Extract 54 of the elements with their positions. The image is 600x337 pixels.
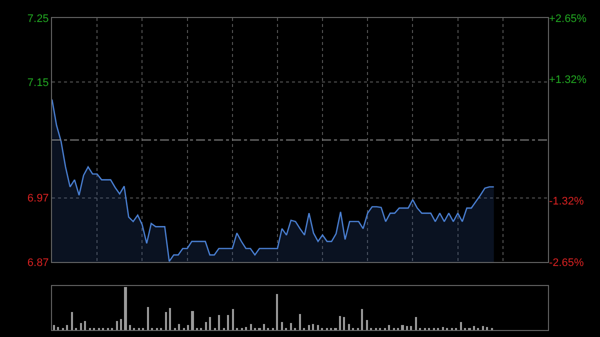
bar — [218, 315, 220, 330]
bar — [406, 326, 408, 330]
bar — [410, 326, 412, 330]
bar — [388, 325, 390, 330]
bar — [232, 309, 234, 330]
bar — [209, 317, 212, 330]
bar — [120, 319, 122, 330]
bar — [165, 312, 168, 330]
y2-tick-label: -1.32% — [548, 196, 584, 208]
bar — [53, 325, 56, 330]
bar — [482, 326, 484, 330]
bar — [245, 327, 248, 330]
bar — [339, 316, 342, 330]
bar — [348, 324, 350, 330]
y2-tick-label: +1.32% — [548, 74, 587, 86]
bar — [178, 324, 180, 330]
bar — [124, 287, 128, 330]
bar — [66, 325, 68, 330]
bar — [460, 322, 462, 330]
y-tick-label: 7.25 — [27, 12, 49, 25]
bar — [343, 317, 346, 330]
bar — [486, 327, 488, 330]
bar — [57, 327, 60, 330]
y2-tick-label: -2.65% — [548, 256, 584, 269]
bar — [308, 325, 310, 330]
bar — [71, 312, 74, 330]
bar — [442, 327, 444, 330]
y-tick-label: 6.97 — [27, 192, 49, 205]
y2-tick-label: +2.65% — [548, 12, 587, 25]
bar — [276, 294, 278, 330]
bar — [169, 308, 172, 330]
bar — [191, 311, 194, 330]
bar — [366, 320, 368, 330]
bar — [205, 322, 208, 330]
y-tick-label: 7.15 — [27, 77, 49, 90]
y-tick-label: 6.87 — [27, 256, 49, 269]
bar — [290, 323, 292, 330]
bar — [263, 324, 266, 330]
bar — [80, 323, 82, 330]
bar — [187, 325, 190, 330]
bar — [473, 326, 476, 330]
bar — [250, 324, 252, 330]
bar — [415, 317, 418, 330]
bar — [281, 322, 284, 330]
bar — [401, 325, 404, 330]
bar — [84, 321, 86, 330]
bar — [317, 325, 320, 330]
bar — [116, 321, 118, 330]
bar — [129, 325, 132, 330]
bar — [299, 314, 302, 330]
bar — [312, 324, 314, 330]
bar — [361, 309, 364, 330]
bar — [147, 307, 150, 330]
bar — [227, 315, 230, 330]
